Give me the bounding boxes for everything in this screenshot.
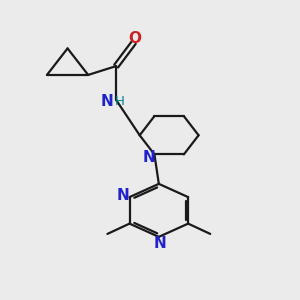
Text: O: O xyxy=(128,32,141,46)
Text: H: H xyxy=(115,95,124,108)
Text: N: N xyxy=(143,150,155,165)
Text: N: N xyxy=(117,188,129,203)
Text: N: N xyxy=(154,236,167,251)
Text: N: N xyxy=(101,94,114,109)
